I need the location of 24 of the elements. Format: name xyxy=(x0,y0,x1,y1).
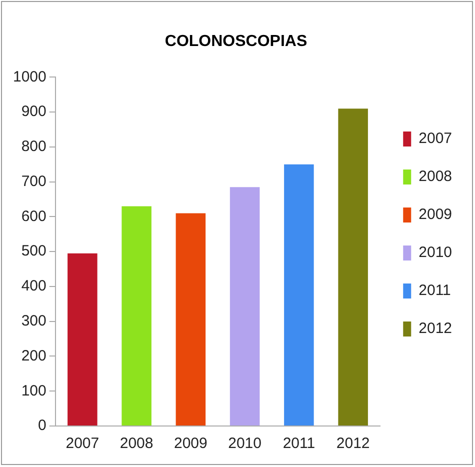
legend-label: 2012 xyxy=(418,320,452,338)
y-tick-label: 100 xyxy=(21,382,46,400)
y-tick-label: 0 xyxy=(38,417,46,434)
y-tick-label: 600 xyxy=(21,208,46,225)
chart-title: COLONOSCOPIAS xyxy=(164,33,308,50)
legend-label: 2008 xyxy=(418,168,452,186)
legend-label: 2011 xyxy=(418,282,451,300)
x-tick-label: 2007 xyxy=(66,435,100,452)
x-tick-label: 2009 xyxy=(174,435,208,452)
y-tick-label: 700 xyxy=(21,172,46,190)
y-tick-label: 900 xyxy=(21,103,46,120)
x-tick-label: 2012 xyxy=(336,435,370,452)
x-tick-label: 2008 xyxy=(120,435,154,452)
y-tick-label: 200 xyxy=(21,347,46,364)
x-tick-label: 2010 xyxy=(228,435,262,452)
legend-label: 2010 xyxy=(418,244,452,262)
y-tick-label: 400 xyxy=(21,278,46,295)
y-tick-label: 300 xyxy=(21,312,46,330)
y-tick-label: 800 xyxy=(21,138,46,156)
legend-label: 2007 xyxy=(418,130,452,148)
x-tick-label: 2011 xyxy=(282,435,316,452)
y-tick-label: 1000 xyxy=(12,68,46,86)
legend-label: 2009 xyxy=(418,206,452,224)
y-tick-label: 500 xyxy=(21,242,46,260)
